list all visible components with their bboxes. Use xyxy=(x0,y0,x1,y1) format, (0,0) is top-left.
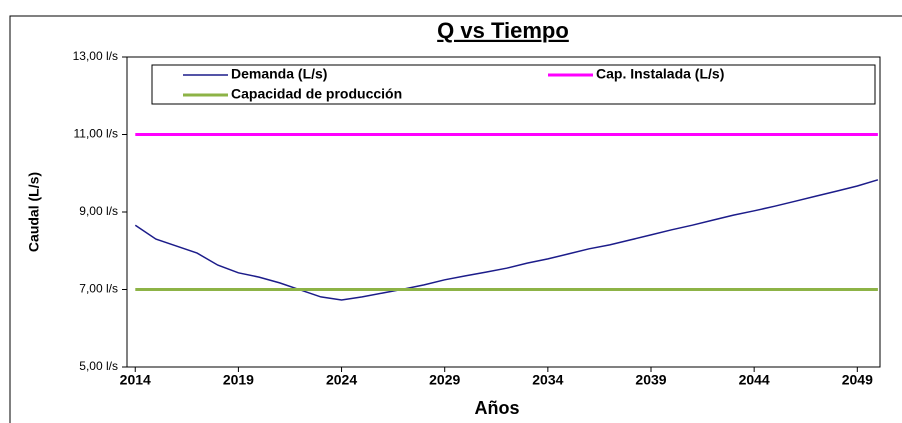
x-tick-label: 2034 xyxy=(532,372,563,388)
x-tick-label: 2019 xyxy=(223,372,254,388)
x-tick-label: 2014 xyxy=(120,372,151,388)
y-tick-label: 13,00 l/s xyxy=(73,49,118,63)
x-axis-label: Años xyxy=(475,398,520,418)
x-tick-label: 2039 xyxy=(635,372,666,388)
legend-label: Cap. Instalada (L/s) xyxy=(596,66,724,82)
y-tick-label: 9,00 l/s xyxy=(79,204,118,218)
y-tick-label: 5,00 l/s xyxy=(79,359,118,373)
chart-frame xyxy=(9,15,902,423)
legend-label: Demanda (L/s) xyxy=(231,66,327,82)
chart-title: Q vs Tiempo xyxy=(437,18,569,43)
x-tick-label: 2044 xyxy=(739,372,770,388)
series-line xyxy=(134,179,879,301)
x-tick-label: 2029 xyxy=(429,372,460,388)
y-tick-label: 7,00 l/s xyxy=(79,282,118,296)
y-axis-label: Caudal (L/s) xyxy=(26,172,42,252)
y-tick-label: 11,00 l/s xyxy=(74,127,118,141)
legend-label: Capacidad de producción xyxy=(231,86,402,102)
x-tick-label: 2024 xyxy=(326,372,357,388)
x-tick-label: 2049 xyxy=(842,372,873,388)
legend xyxy=(151,64,876,105)
